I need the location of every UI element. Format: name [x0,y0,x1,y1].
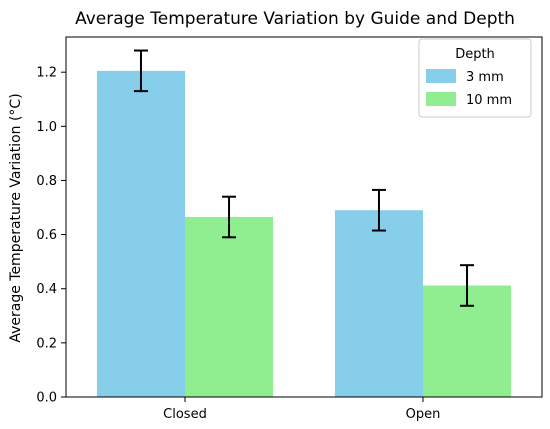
y-tick-label: 1.2 [36,66,57,81]
y-tick-label: 0.2 [36,336,57,351]
legend-swatch-3mm [426,69,456,83]
axes-frame [65,36,543,398]
y-tick-label: 0.8 [36,174,57,189]
y-tick-label: 0.0 [36,391,57,406]
x-tick-label: Open [406,407,441,422]
legend-label-10mm: 10 mm [466,93,512,108]
y-tick-label: 1.0 [36,120,57,135]
bar-open-3mm [334,210,423,397]
legend: Depth 3 mm 10 mm [418,38,532,118]
legend-swatch-10mm [426,92,456,106]
y-tick-label: 0.4 [36,282,57,297]
x-tick-label: Closed [163,407,207,422]
legend-title: Depth [455,47,495,62]
bar-closed-10mm [185,217,274,397]
legend-label-3mm: 3 mm [466,70,504,85]
y-axis-label: Average Temperature Variation (°C) [8,93,24,342]
chart-title: Average Temperature Variation by Guide a… [75,9,515,29]
y-tick-label: 0.6 [36,228,57,243]
bar-closed-3mm [96,70,185,397]
plot-area: Closed Open 0.0 0.2 0.4 0.6 0.8 1.0 1.2 [36,36,543,422]
